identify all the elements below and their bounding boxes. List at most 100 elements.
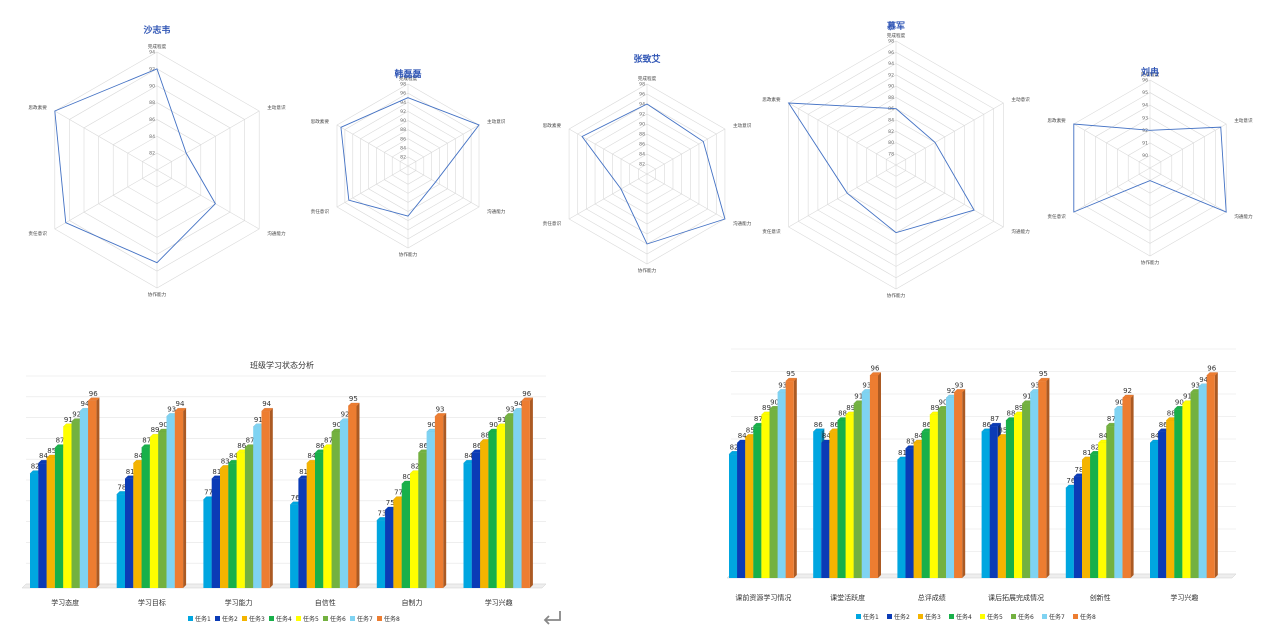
bar — [298, 478, 307, 588]
bar — [410, 473, 419, 588]
category-label: 学习态度 — [51, 598, 79, 607]
legend-label: 任务2 — [222, 615, 238, 623]
radar-tick-label: 88 — [888, 95, 894, 101]
bar — [745, 437, 754, 578]
bar-value-label: 85 — [746, 426, 755, 434]
bar-value-label: 83 — [906, 438, 915, 446]
radar-tick-label: 96 — [888, 50, 894, 56]
bar-value-label: 81 — [126, 468, 135, 476]
bar — [1114, 409, 1123, 578]
bar-side — [529, 397, 533, 588]
bar-value-label: 93 — [955, 381, 964, 389]
radar-tick-label: 84 — [888, 118, 894, 124]
legend-swatch — [918, 614, 923, 619]
bar — [1174, 409, 1183, 578]
bar — [1182, 403, 1191, 578]
radar-tick-label: 80 — [888, 140, 894, 146]
bar-value-label: 89 — [151, 426, 160, 434]
radar-tick-label: 92 — [149, 66, 155, 72]
radar-spoke — [568, 128, 648, 175]
radar-spoke — [1149, 123, 1227, 169]
bar-value-label: 95 — [786, 370, 795, 378]
radar-tick-label: 82 — [400, 154, 406, 160]
radar-tick-label: 91 — [1142, 140, 1148, 146]
bar-value-label: 87 — [990, 415, 999, 423]
bar — [1073, 476, 1082, 578]
bar — [1098, 443, 1107, 578]
bar-value-label: 84 — [229, 452, 238, 460]
radar-tick-label: 88 — [639, 132, 645, 138]
bar-value-label: 94 — [262, 400, 271, 408]
radar-axis-label: 责任意识 — [1047, 213, 1066, 220]
bar-value-label: 88 — [1167, 410, 1176, 418]
bar — [133, 463, 142, 588]
radar-tick-label: 93 — [1142, 115, 1148, 121]
legend-label: 任务1 — [863, 613, 879, 621]
bar-value-label: 93 — [862, 381, 871, 389]
legend-label: 任务2 — [894, 613, 910, 621]
bar-value-label: 90 — [770, 398, 779, 406]
radar-spoke — [1149, 167, 1227, 213]
bar — [401, 484, 410, 588]
bar-value-label: 93 — [506, 405, 515, 413]
radar-spoke — [646, 173, 726, 220]
legend-swatch — [215, 616, 220, 621]
bar-value-label: 86 — [814, 421, 823, 429]
radar-axis-label: 责任意识 — [311, 208, 330, 215]
radar-tick-label: 94 — [400, 100, 406, 106]
bar — [125, 478, 134, 588]
bar — [38, 463, 47, 588]
radar-spoke — [895, 102, 1004, 166]
bar-value-label: 86 — [982, 421, 991, 429]
bar — [1082, 459, 1091, 578]
bar-value-label: 92 — [1123, 387, 1132, 395]
category-label: 课堂活跃度 — [830, 593, 865, 602]
radar-tick-label: 98 — [400, 82, 406, 88]
bar-value-label: 88 — [1006, 410, 1015, 418]
bar — [30, 473, 39, 588]
radar-tick-label: 88 — [400, 127, 406, 133]
bar — [496, 426, 505, 588]
radar-tick-label: 86 — [149, 117, 155, 123]
bar — [845, 414, 854, 578]
bar-side — [1214, 372, 1218, 578]
bar — [244, 447, 254, 588]
legend-label: 任务3 — [249, 615, 265, 623]
bar-value-label: 96 — [1207, 365, 1216, 373]
bar — [989, 426, 998, 578]
legend-label: 任务6 — [330, 615, 346, 623]
radar-axis-label: 完成程度 — [148, 43, 167, 50]
radar-axis-label: 责任意识 — [762, 228, 781, 235]
bar-value-label: 82 — [411, 463, 420, 471]
bar-value-label: 91 — [1023, 393, 1032, 401]
bar-value-label: 94 — [175, 400, 184, 408]
radar-axis-label: 责任意识 — [543, 220, 562, 227]
bar — [1065, 488, 1074, 578]
radar-tick-label: 96 — [1142, 78, 1148, 84]
bar-value-label: 92 — [947, 387, 956, 395]
bar-value-label: 87 — [754, 415, 763, 423]
bar-value-label: 91 — [497, 416, 506, 424]
radar-tick-label: 82 — [149, 151, 155, 157]
radar-axis-label: 思政素要 — [311, 118, 330, 125]
bar-value-label: 75 — [386, 499, 395, 507]
bar — [261, 411, 270, 588]
bar — [426, 432, 435, 588]
bar — [954, 392, 963, 578]
bar — [306, 463, 315, 588]
radar-spoke — [646, 128, 726, 175]
radar-tick-label: 98 — [888, 39, 894, 45]
category-label: 课前资源学习情况 — [735, 593, 791, 602]
legend-swatch — [1042, 614, 1047, 619]
bar-value-label: 94 — [1199, 376, 1208, 384]
radar-title: 张致艾 — [633, 53, 660, 65]
category-label: 创新性 — [1090, 593, 1111, 602]
bar — [1038, 381, 1047, 578]
bar-value-label: 81 — [299, 468, 308, 476]
legend-label: 任务6 — [1018, 613, 1034, 621]
bar-value-label: 91 — [1183, 393, 1192, 401]
bar — [761, 414, 770, 578]
